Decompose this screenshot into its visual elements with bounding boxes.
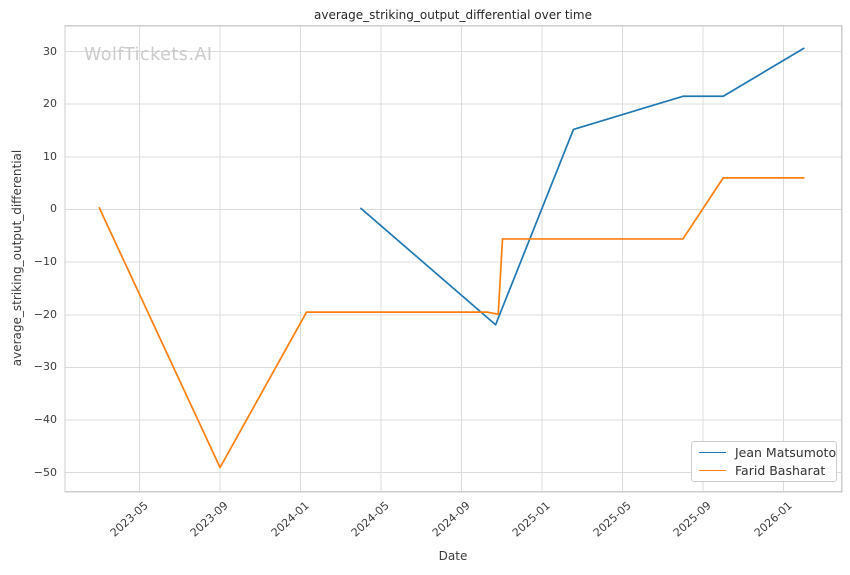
legend-item-farid: Farid Basharat [699,463,828,478]
y-tick-label: 20 [43,97,57,111]
y-tick-label: −40 [33,413,57,427]
series-line-0 [360,47,805,326]
series-line-1 [98,177,805,469]
y-tick-label: −50 [33,465,57,479]
legend-line-sample-orange [699,470,726,471]
y-tick-label: 10 [43,149,57,163]
chart-title: average_striking_output_differential ove… [314,8,592,22]
y-tick-label: 30 [43,44,57,58]
y-tick-label: −20 [33,307,57,321]
y-tick-label: −30 [33,360,57,374]
watermark: WolfTickets.AI [84,45,213,65]
y-tick-label: 0 [50,202,57,216]
plot-spines [64,25,843,493]
legend-item-jean: Jean Matsumoto [699,445,836,460]
legend-label-farid: Farid Basharat [735,463,826,478]
y-tick-label: −10 [33,255,57,269]
legend-label-jean: Jean Matsumoto [735,445,837,460]
legend: Jean Matsumoto Farid Basharat [691,441,837,482]
x-axis-label: Date [438,549,468,563]
legend-line-sample-blue [699,452,726,453]
